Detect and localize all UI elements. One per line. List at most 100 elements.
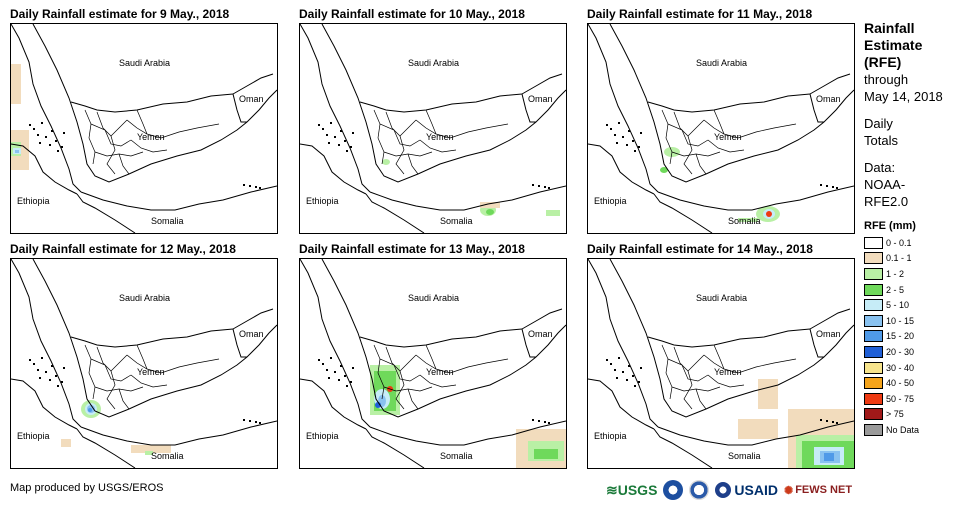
island — [318, 124, 320, 126]
yemen-oman-border — [232, 93, 247, 123]
legend-label: 50 - 75 — [886, 393, 915, 404]
island — [29, 359, 31, 361]
governorate-boundary — [683, 370, 693, 410]
legend-swatch — [864, 361, 883, 374]
island — [622, 136, 624, 138]
label-somalia: Somalia — [728, 451, 761, 461]
island — [41, 122, 43, 124]
island — [255, 421, 257, 423]
island — [259, 422, 261, 424]
island — [326, 134, 328, 136]
island — [606, 124, 608, 126]
governorate-boundary — [90, 123, 132, 147]
governorate-boundary — [673, 111, 705, 137]
island — [243, 184, 245, 186]
ethiopia-border — [653, 428, 713, 468]
island — [826, 185, 828, 187]
panel-title-may-14: Daily Rainfall estimate for 14 May., 201… — [587, 242, 813, 256]
island — [41, 357, 43, 359]
rainfall-layer — [11, 64, 29, 170]
governorate-boundary — [385, 111, 417, 137]
governorate-boundary — [395, 135, 405, 175]
island — [328, 377, 330, 379]
yemen-oman-border — [521, 328, 536, 358]
yemen-oman-border — [521, 93, 536, 123]
yemen-governorates — [373, 109, 509, 175]
legend-swatch — [864, 252, 883, 265]
governorate-boundary — [415, 119, 509, 139]
panel-title-may-13: Daily Rainfall estimate for 13 May., 201… — [299, 242, 525, 256]
label-somalia: Somalia — [440, 451, 473, 461]
island — [346, 385, 348, 387]
island — [616, 142, 618, 144]
rainfall-patch — [824, 453, 834, 461]
governorate-boundary — [667, 123, 709, 147]
island — [346, 150, 348, 152]
legend-data-label: Data: — [864, 160, 896, 175]
label-ethiopia: Ethiopia — [17, 431, 50, 441]
island — [344, 140, 346, 142]
governorate-boundary — [136, 109, 148, 135]
legend-item: 40 - 50 — [864, 375, 964, 391]
eritrea-ethiopia-border — [11, 143, 78, 195]
map-canvas: Saudi Arabia Oman Yemen Ethiopia Somalia — [300, 259, 566, 468]
legend-label: 5 - 10 — [886, 300, 910, 311]
island — [334, 136, 336, 138]
islands — [606, 122, 838, 189]
governorate-boundary — [118, 388, 130, 410]
governorate-boundary — [407, 153, 419, 175]
label-somalia: Somalia — [151, 216, 184, 226]
governorate-boundary — [373, 109, 385, 165]
saudi-yemen-border — [647, 93, 811, 113]
legend-item: 2 - 5 — [864, 282, 964, 298]
island — [255, 186, 257, 188]
saudi-oman-border — [232, 308, 274, 330]
island — [37, 369, 39, 371]
island — [61, 381, 63, 383]
island — [614, 369, 616, 371]
legend: Rainfall Estimate (RFE) through May 14, … — [864, 20, 964, 438]
legend-label: 40 - 50 — [886, 378, 915, 389]
label-saudi: Saudi Arabia — [119, 58, 170, 68]
islands — [606, 357, 838, 424]
island — [610, 128, 612, 130]
island — [548, 187, 550, 189]
label-ethiopia: Ethiopia — [17, 196, 50, 206]
map-canvas: Saudi Arabia Oman Yemen Ethiopia Somalia — [588, 259, 854, 468]
island — [640, 367, 642, 369]
island — [352, 367, 354, 369]
island — [616, 377, 618, 379]
governorate-boundary — [667, 358, 709, 382]
usda-seal-icon — [689, 480, 710, 500]
panel-title-may-12: Daily Rainfall estimate for 12 May., 201… — [10, 242, 236, 256]
map-canvas: Saudi Arabia Oman Yemen Ethiopia Somalia — [300, 24, 566, 233]
legend-title-line: Estimate — [864, 37, 923, 53]
island — [632, 140, 634, 142]
governorate-boundary — [126, 119, 220, 139]
rainfall-patch — [534, 449, 558, 459]
map-panel-may-11: Saudi Arabia Oman Yemen Ethiopia Somalia — [587, 23, 855, 234]
island — [259, 187, 261, 189]
island — [322, 128, 324, 130]
governorate-boundary — [136, 344, 148, 370]
legend-through: through — [864, 72, 909, 87]
governorate-boundary — [713, 109, 725, 135]
legend-item: 1 - 2 — [864, 266, 964, 282]
governorate-boundary — [130, 139, 168, 153]
saudi-oman-border — [809, 308, 851, 330]
legend-swatch — [864, 377, 883, 390]
red-sea-west-coast — [11, 24, 82, 193]
legend-daily: Daily — [864, 116, 893, 131]
legend-title-line: (RFE) — [864, 54, 902, 70]
rainfall-patch — [88, 408, 92, 412]
saudi-yemen-border — [647, 328, 811, 348]
rainfall-patch — [738, 218, 758, 222]
boundaries — [11, 259, 277, 468]
panel-title-may-11: Daily Rainfall estimate for 11 May., 201… — [587, 7, 813, 21]
legend-label: 30 - 40 — [886, 362, 915, 373]
noaa-logo-icon — [663, 480, 684, 500]
label-yemen: Yemen — [426, 367, 454, 377]
label-ethiopia: Ethiopia — [594, 431, 627, 441]
rainfall-patch — [758, 379, 778, 409]
ethiopia-border — [76, 193, 136, 233]
